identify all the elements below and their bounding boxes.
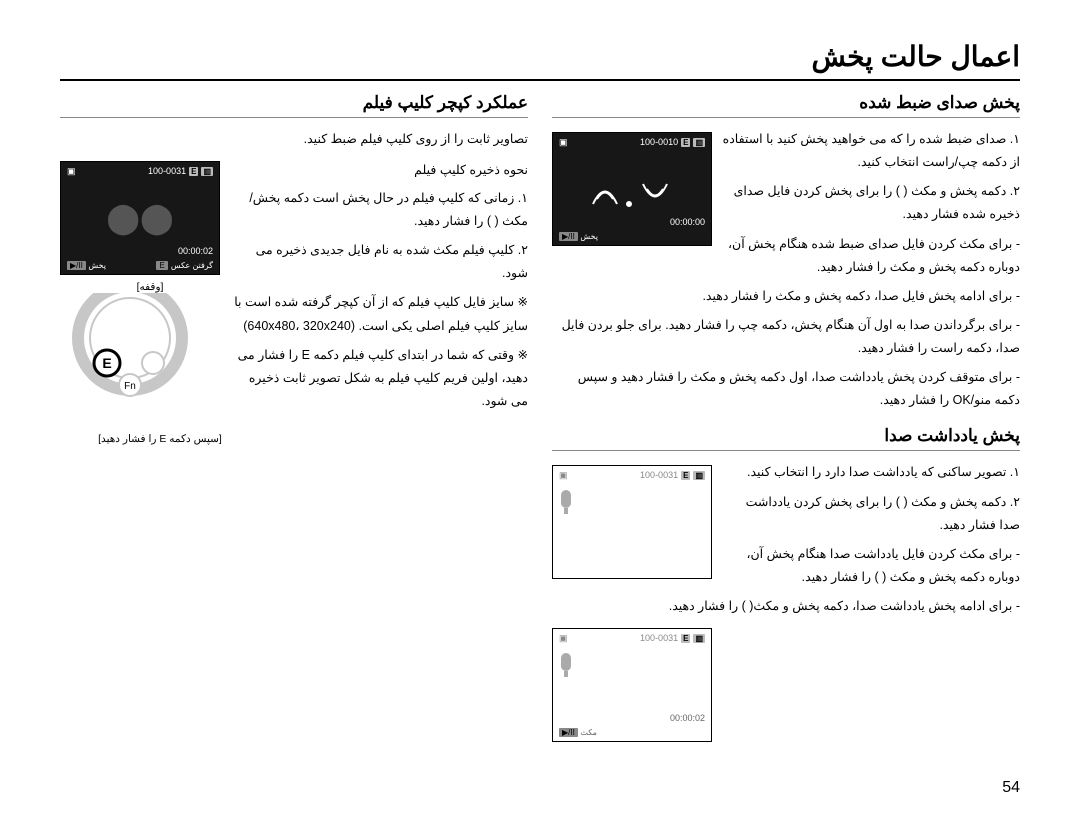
camera-dial-illustration: E Fn	[60, 293, 200, 433]
svg-text:Fn: Fn	[124, 381, 136, 392]
recsound-b2: - برای ادامه پخش فایل صدا، دکمه پخش و مک…	[552, 285, 1020, 308]
right-column: عملکرد کپچر کلیپ فیلم تصاویر ثابت را از …	[60, 93, 528, 748]
capture-label: گرفتن عکس	[171, 261, 213, 270]
lcd-e-badge: E	[681, 471, 690, 480]
section-rule	[60, 117, 528, 118]
main-columns: عملکرد کپچر کلیپ فیلم تصاویر ثابت را از …	[60, 93, 1020, 748]
lcd-preview: ⬤⬤	[61, 162, 219, 274]
lcd-movie-pause: ▣ 100-0031 E ▥ ⬤⬤ 00:00:02 ▶/II پخش E گر…	[60, 161, 220, 275]
lcd-e-badge: E	[681, 634, 690, 643]
battery-icon: ▥	[693, 634, 705, 643]
lcd-memo-playing: ▣ 100-0031 E ▥ 00:00:02 ▶/II مکث	[552, 628, 712, 742]
section-memo-title: پخش یادداشت صدا	[552, 426, 1020, 446]
mic-icon	[561, 653, 571, 673]
svg-text:E: E	[102, 355, 111, 371]
recsound-b3: - برای برگرداندن صدا به اول آن هنگام پخش…	[552, 314, 1020, 360]
play-label: پخش	[88, 261, 106, 270]
title-rule	[60, 79, 1020, 81]
play-pause-key: ▶/II	[559, 232, 578, 241]
left-column: پخش صدای ضبط شده ▣ 100-0010 E ▥	[552, 93, 1020, 748]
sound-waves-icon	[553, 133, 711, 245]
lcd-time: 00:00:02	[670, 713, 705, 723]
recsound-b4: - برای متوقف کردن پخش یادداشت صدا، اول د…	[552, 366, 1020, 412]
memo-b2: - برای ادامه پخش یادداشت صدا، دکمه پخش و…	[552, 595, 1020, 618]
capture-intro: تصاویر ثابت را از روی کلیپ فیلم ضبط کنید…	[60, 128, 528, 151]
section-recsound-title: پخش صدای ضبط شده	[552, 93, 1020, 113]
playback-icon: ▣	[559, 633, 568, 644]
pause-label: مکث	[580, 728, 597, 737]
play-label: پخش	[580, 232, 598, 241]
lcd-file-number: 100-0031	[640, 470, 678, 480]
lcd-sound-playback: ▣ 100-0010 E ▥ 00:00:00	[552, 132, 712, 246]
section-capture-title: عملکرد کپچر کلیپ فیلم	[60, 93, 528, 113]
lcd-file-number: 100-0031	[640, 633, 678, 643]
play-pause-key: ▶/II	[67, 261, 86, 270]
dial-caption: [سپس دکمه E را فشار دهید]	[90, 433, 230, 445]
page-title: اعمال حالت پخش	[60, 40, 1020, 73]
lcd-caption-pause: [وقفه]	[70, 281, 230, 293]
lcd-time: 00:00:02	[178, 246, 213, 256]
mic-icon	[561, 490, 571, 510]
page-number: 54	[1002, 779, 1020, 797]
play-pause-key: ▶/II	[559, 728, 578, 737]
battery-icon: ▥	[693, 471, 705, 480]
playback-icon: ▣	[559, 470, 568, 481]
lcd-still-memo: ▣ 100-0031 E ▥	[552, 465, 712, 579]
e-key: E	[156, 261, 167, 270]
lcd-time: 00:00:00	[670, 217, 705, 227]
section-rule	[552, 450, 1020, 451]
section-rule	[552, 117, 1020, 118]
